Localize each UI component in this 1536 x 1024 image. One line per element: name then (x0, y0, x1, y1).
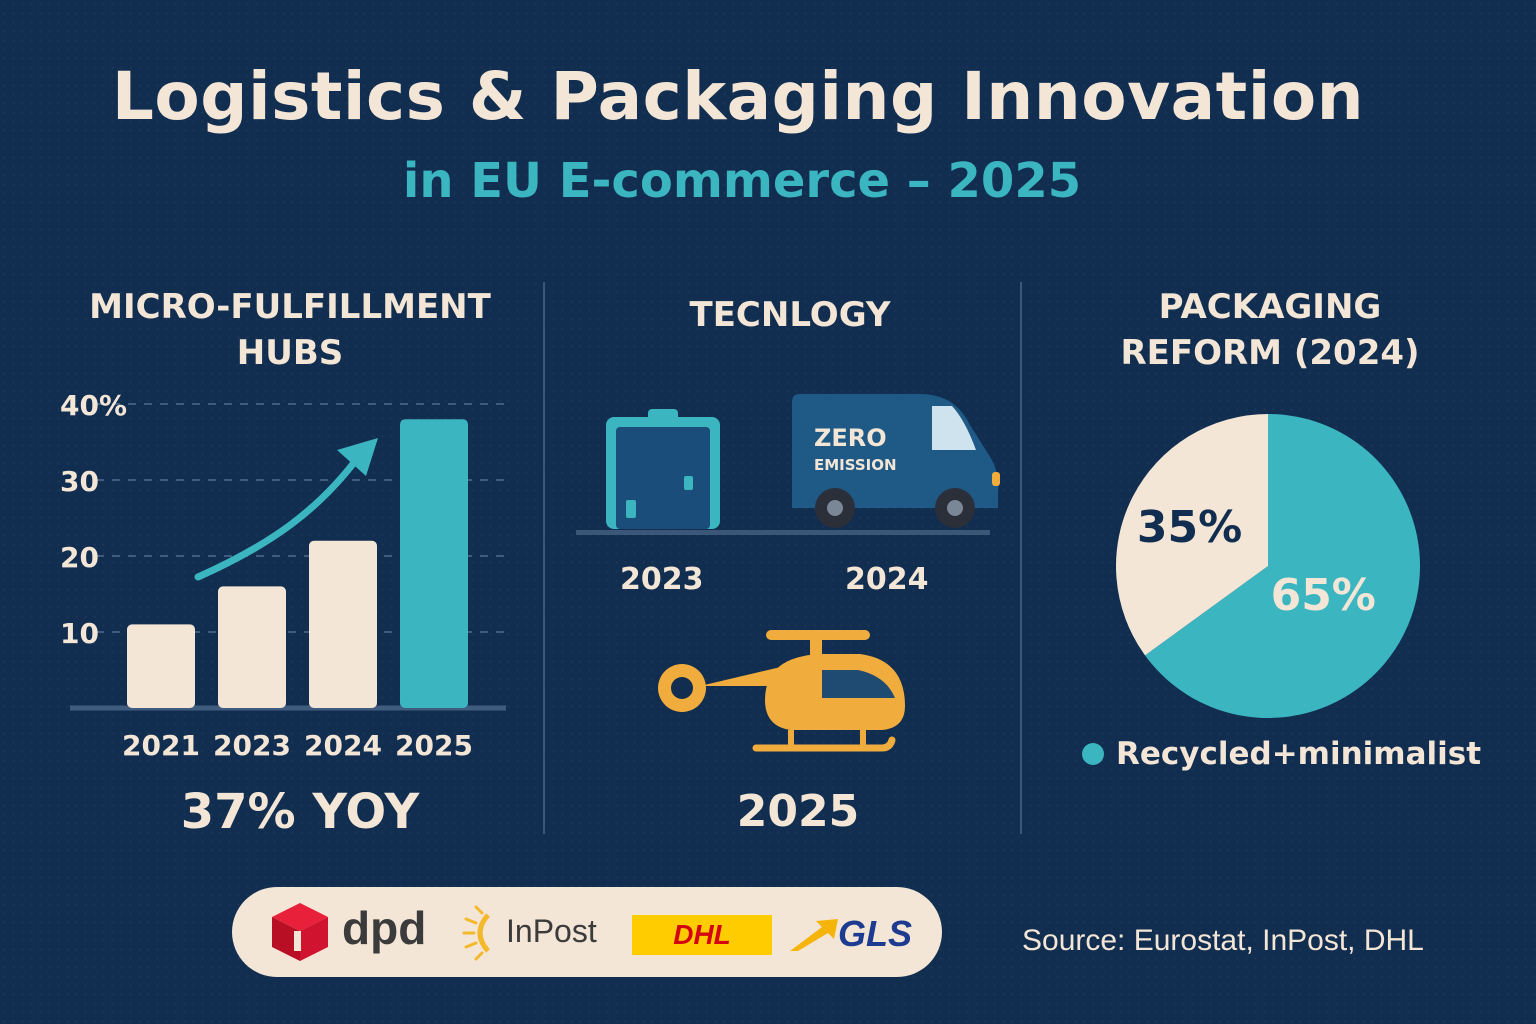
inpost-sun-icon (462, 905, 490, 961)
trend-arrowhead (337, 438, 378, 476)
bar-2024 (309, 540, 377, 708)
pie-slice-65 (1145, 414, 1420, 718)
x-category-label: 2025 (395, 729, 473, 762)
dhl-logo: DHL (673, 919, 731, 950)
packaging-pie-chart: 65% 35% (1116, 414, 1420, 718)
packaging-panel-title: PACKAGING REFORM (2024) (1030, 284, 1510, 376)
pie-legend: Recycled+minimalist (1082, 736, 1481, 772)
panel-divider (543, 282, 545, 834)
legend-swatch (1082, 743, 1104, 765)
dhl-logo-box: DHL (632, 915, 772, 955)
page-title: Logistics & Packaging Innovation (111, 58, 1365, 135)
bar-2025 (400, 419, 468, 708)
y-tick-label: 10 (60, 617, 99, 650)
packaging-title-line1: PACKAGING (1158, 287, 1382, 327)
hubs-bar-chart: 10 20 30 40% 2021 2023 2024 2025 (60, 389, 506, 762)
y-tick-label: 20 (60, 541, 99, 574)
x-category-label: 2021 (122, 729, 200, 762)
hubs-headline: 37% YOY (180, 784, 420, 840)
dpd-cube-icon (272, 903, 328, 961)
y-tick-label: 30 (60, 465, 99, 498)
helicopter-icon (658, 630, 905, 752)
ground-line (576, 530, 990, 535)
x-category-label: 2024 (304, 729, 382, 762)
pie-slice-35 (1116, 414, 1268, 656)
hubs-panel-title: MICRO-FULFILLMENT HUBS (40, 284, 540, 376)
bar-2021 (127, 624, 195, 708)
technology-illustration: ZERO EMISSION (576, 394, 1000, 752)
panel-divider (1020, 282, 1022, 834)
tech-year-2023: 2023 (620, 562, 704, 597)
pie-slice-label: 65% (1271, 570, 1376, 621)
gls-arrow-icon (790, 919, 838, 951)
gls-logo: GLS (838, 913, 913, 954)
van-text-emission: EMISSION (814, 456, 897, 474)
technology-panel-title: TECNLOGY (689, 295, 891, 335)
van-text-zero: ZERO (814, 424, 887, 452)
x-category-label: 2023 (213, 729, 291, 762)
page-subtitle: in EU E-commerce – 2025 (402, 153, 1082, 209)
carrier-logo-bar: dpd InPost DHL GLS (232, 887, 942, 977)
hubs-title-line2: HUBS (236, 333, 344, 373)
y-tick-label: 40% (60, 389, 127, 422)
pie-slice-label: 35% (1137, 502, 1242, 553)
tech-year-2025: 2025 (736, 786, 860, 837)
bar-2023 (218, 586, 286, 708)
dpd-logo: dpd (342, 902, 427, 954)
inpost-logo: InPost (506, 913, 597, 949)
tech-year-2024: 2024 (845, 562, 929, 597)
delivery-van-icon: ZERO EMISSION (792, 394, 1000, 528)
hubs-title-line1: MICRO-FULFILLMENT (89, 287, 491, 327)
source-note: Source: Eurostat, InPost, DHL (1022, 924, 1424, 957)
legend-label: Recycled+minimalist (1116, 736, 1482, 772)
packaging-title-line2: REFORM (2024) (1120, 333, 1420, 373)
trend-arrow (194, 448, 366, 581)
parcel-locker-icon (606, 409, 720, 529)
